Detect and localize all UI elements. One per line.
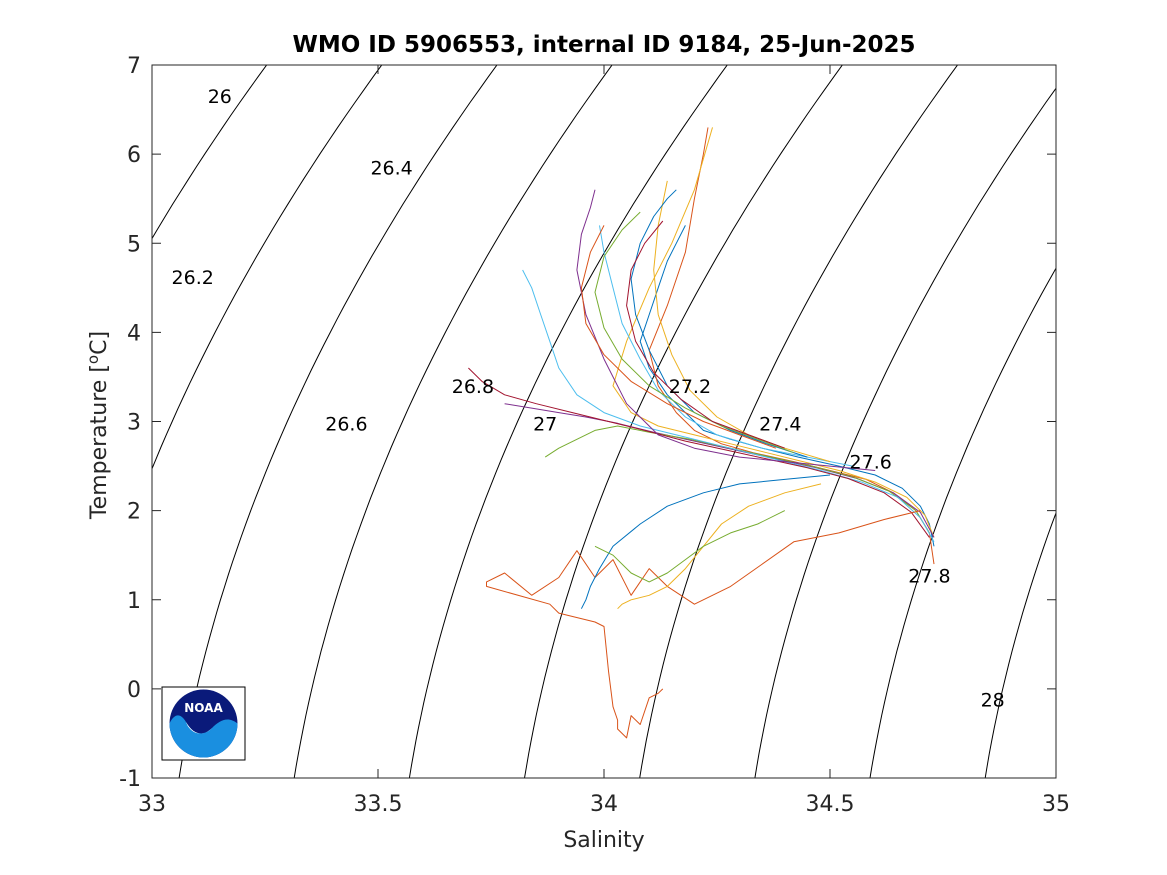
density-contour-6 [523, 65, 843, 778]
density-contours [152, 65, 1056, 778]
y-tick-label-3: 2 [127, 500, 141, 525]
density-contour-4 [293, 65, 613, 778]
profile-line-11 [576, 189, 876, 471]
noaa-logo: NOAA [161, 686, 246, 761]
x-tick-label-4: 35 [1042, 792, 1070, 817]
y-tick-label-6: 5 [127, 232, 141, 257]
density-contour-10 [984, 511, 1056, 778]
density-contour-1 [152, 65, 268, 240]
y-tick-label-1: 0 [127, 678, 141, 703]
profile-line-16 [594, 211, 794, 454]
x-axis-label: Salinity [563, 828, 644, 853]
profile-line-5 [522, 269, 935, 543]
x-tick-label-1: 33.5 [354, 792, 403, 817]
contour-label-7: 27.4 [759, 413, 801, 435]
chart-title: WMO ID 5906553, internal ID 9184, 25-Jun… [292, 32, 915, 58]
profile-line-7 [486, 510, 921, 739]
contour-label-10: 28 [981, 690, 1005, 712]
density-contour-2 [152, 65, 383, 471]
y-axis-label-sup: o [84, 355, 102, 364]
density-contour-9 [869, 267, 1056, 778]
density-contour-8 [754, 87, 1056, 778]
x-tick-label-2: 34 [590, 792, 618, 817]
logo-wave-white [186, 722, 212, 734]
profile-line-6 [468, 367, 930, 538]
profile-line-2 [612, 127, 935, 538]
contour-label-0: 26 [208, 86, 232, 108]
y-tick-label-5: 4 [127, 321, 141, 346]
y-axis-label-end: C] [87, 331, 112, 355]
logo-text: NOAA [184, 701, 223, 715]
x-tick-label-3: 34.5 [806, 792, 855, 817]
y-axis-label: Temperature [oC] [84, 331, 112, 520]
y-tick-label-0: -1 [119, 767, 141, 792]
profile-line-10 [594, 510, 786, 583]
density-contour-5 [408, 65, 728, 778]
y-tick-label-8: 7 [127, 54, 141, 79]
contour-label-8: 27.6 [850, 452, 892, 474]
contour-label-3: 26.6 [325, 413, 367, 435]
density-contour-3 [178, 65, 498, 778]
contour-labels: 26 26.2 26.4 26.6 26.8 27 27.2 27.4 27.6 27.8 28 [172, 86, 1005, 711]
profile-line-12 [599, 225, 853, 467]
profile-line-0 [639, 225, 935, 547]
profile-line-8 [580, 474, 831, 609]
contour-label-2: 26.4 [370, 158, 412, 180]
x-tick-label-0: 33 [138, 792, 166, 817]
contour-label-9: 27.8 [908, 566, 950, 588]
axes-background [152, 65, 1056, 778]
profile-line-17 [626, 220, 785, 449]
contour-label-6: 27.2 [669, 376, 711, 398]
logo-wave-blue [169, 715, 238, 758]
profile-line-15 [580, 225, 776, 449]
profile-line-9 [617, 483, 822, 610]
y-tick-label-7: 6 [127, 143, 141, 168]
profile-series [468, 127, 935, 739]
contour-label-1: 26.2 [172, 267, 214, 289]
profile-line-14 [630, 189, 808, 458]
contour-label-4: 26.8 [452, 376, 494, 398]
y-tick-label-2: 1 [127, 589, 141, 614]
contour-label-5: 27 [533, 413, 557, 435]
y-tick-label-4: 3 [127, 411, 141, 436]
y-axis-label-main: Temperature [ [87, 364, 112, 520]
density-contour-7 [639, 65, 959, 778]
